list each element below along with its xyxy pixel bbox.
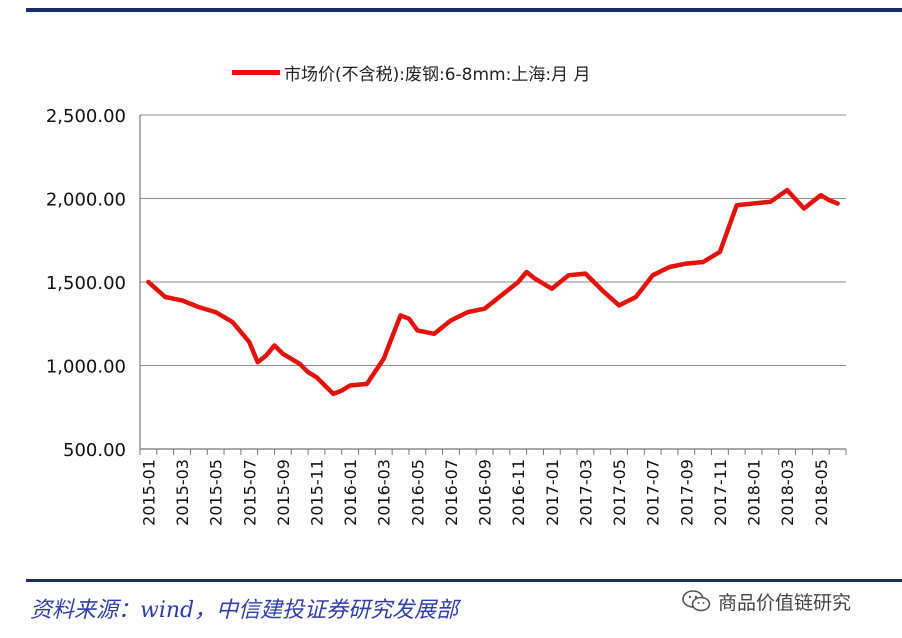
top-rule bbox=[26, 8, 902, 12]
y-tick-labels: 500.00 1,000.00 1,500.00 2,000.00 2,500.00 bbox=[46, 106, 126, 461]
x-tick-label: 2016-03 bbox=[375, 459, 394, 526]
x-tick-label: 2017-11 bbox=[711, 459, 730, 526]
wechat-icon bbox=[682, 590, 711, 612]
series-line bbox=[146, 187, 840, 397]
x-tick-label: 2015-05 bbox=[207, 459, 226, 526]
y-tick-label: 500.00 bbox=[63, 440, 126, 461]
x-tick-label: 2017-01 bbox=[543, 459, 562, 526]
x-tick-label: 2017-09 bbox=[677, 459, 696, 526]
x-tick-label: 2016-11 bbox=[509, 459, 528, 526]
line-chart: 500.00 1,000.00 1,500.00 2,000.00 2,500.00 2… bbox=[46, 106, 847, 526]
y-tick-label: 1,000.00 bbox=[46, 357, 126, 378]
watermark-text: 商品价值链研究 bbox=[718, 591, 852, 614]
y-tick-label: 1,500.00 bbox=[46, 273, 126, 294]
y-tick-label: 2,500.00 bbox=[46, 106, 126, 127]
x-tick-labels: 2015-01 2015-03 2015-05 2015-07 2015-09 2015-… bbox=[139, 459, 830, 526]
x-tick-label: 2015-11 bbox=[308, 459, 327, 526]
x-tick-label: 2015-03 bbox=[173, 459, 192, 526]
axes bbox=[139, 115, 847, 455]
grid bbox=[140, 114, 846, 366]
series-group bbox=[146, 187, 840, 397]
x-tick-label: 2016-07 bbox=[442, 459, 461, 526]
x-tick-label: 2018-05 bbox=[812, 459, 831, 526]
x-tick-label: 2018-01 bbox=[745, 459, 764, 526]
source-note: 资料来源：wind，中信建投证券研究发展部 bbox=[30, 598, 459, 623]
x-tick-label: 2015-09 bbox=[274, 459, 293, 526]
x-tick-label: 2017-07 bbox=[644, 459, 663, 526]
legend: 市场价(不含税):废钢:6-8mm:上海:月 月 bbox=[232, 58, 590, 86]
x-tick-label: 2017-03 bbox=[576, 459, 595, 526]
legend-label: 市场价(不含税):废钢:6-8mm:上海:月 月 bbox=[284, 64, 591, 85]
x-tick-label: 2015-01 bbox=[139, 459, 158, 526]
watermark: 商品价值链研究 bbox=[682, 586, 851, 616]
legend-swatch bbox=[232, 69, 280, 75]
x-tick-label: 2016-01 bbox=[341, 459, 360, 526]
x-tick-label: 2018-03 bbox=[778, 459, 797, 526]
x-tick-label: 2016-09 bbox=[476, 459, 495, 526]
x-tick-label: 2017-05 bbox=[610, 459, 629, 526]
y-tick-label: 2,000.00 bbox=[46, 190, 126, 211]
x-tick-label: 2015-07 bbox=[240, 459, 259, 526]
x-tick-label: 2016-05 bbox=[408, 459, 427, 526]
bottom-rule bbox=[26, 579, 902, 582]
